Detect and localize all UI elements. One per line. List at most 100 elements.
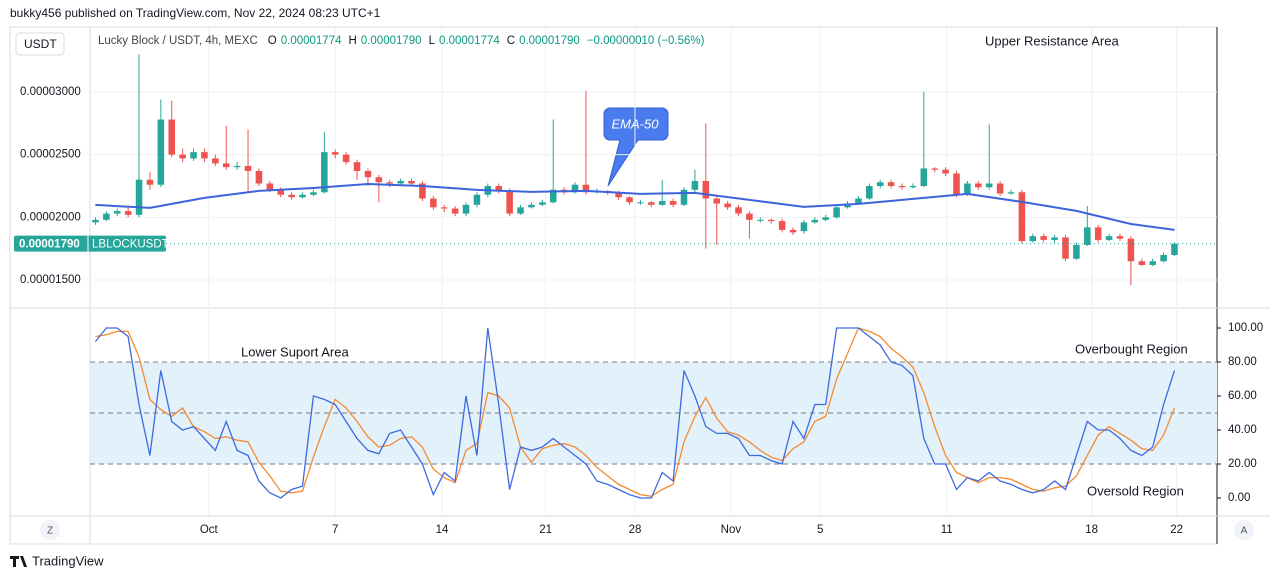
candle-body	[920, 168, 928, 186]
candle-body	[255, 170, 263, 184]
candle-body	[855, 198, 862, 204]
currency[interactable]: USDT	[24, 37, 57, 51]
candle-body	[1084, 227, 1091, 245]
candle-body	[964, 183, 971, 195]
candle-body	[811, 219, 819, 223]
legend-key: C	[506, 35, 516, 47]
candle-body	[528, 204, 535, 208]
candle-body	[1105, 236, 1113, 240]
candle-body	[953, 173, 960, 195]
candle-body	[1029, 236, 1037, 242]
candle-body	[702, 180, 710, 199]
candle-body	[113, 211, 121, 214]
candle-body	[397, 180, 404, 184]
candle-body	[440, 207, 448, 209]
candle-body	[887, 182, 895, 186]
candle-body	[658, 201, 666, 205]
candle-body	[571, 184, 579, 193]
candle-body	[92, 219, 99, 223]
candle-body	[408, 180, 415, 184]
y-tick-label: 100.00	[1228, 322, 1263, 334]
callout	[603, 107, 669, 187]
candle-body	[1073, 244, 1080, 259]
candle-body	[495, 185, 502, 192]
candle-body	[124, 211, 132, 215]
candle-body	[931, 168, 938, 170]
candle-body	[724, 203, 731, 208]
candle-body	[822, 217, 829, 220]
candle-body	[615, 192, 622, 198]
candle-body	[1062, 237, 1069, 259]
candle-body	[1051, 237, 1058, 240]
candle-body	[168, 119, 176, 155]
series-line	[95, 327, 1176, 497]
legend-change: −0.00000010 (−0.56%)	[586, 35, 705, 47]
button[interactable]	[40, 520, 60, 540]
candle-body	[430, 198, 437, 208]
button-label[interactable]: A	[1241, 526, 1248, 537]
logo	[10, 556, 27, 567]
candle-body	[146, 179, 154, 185]
annotation: Overbought Region	[1075, 341, 1188, 356]
symbol-label: LBLOCKUSDT	[92, 239, 169, 251]
button-label[interactable]: Z	[47, 526, 53, 537]
candle-body	[244, 165, 252, 171]
candle-body	[331, 152, 339, 155]
legend: Lucky Block / USDT, 4h, MEXC O 0.00001774 H…	[98, 35, 707, 47]
candle-body	[1171, 243, 1178, 255]
candle-body	[517, 207, 524, 214]
currency-box[interactable]	[15, 32, 65, 56]
legend-value: 0.00001774	[280, 35, 342, 47]
candle-body	[222, 163, 230, 168]
candle-body	[310, 192, 317, 195]
last-price-label: 0.00001790	[19, 239, 80, 251]
y-tick-label: 0.00002000	[20, 211, 81, 223]
y-tick-label: 0.00003000	[20, 86, 81, 98]
candle-body	[419, 183, 426, 199]
candle-body	[637, 202, 644, 204]
candle-body	[767, 219, 775, 222]
candle-body	[201, 152, 208, 159]
annotation: Oversold Region	[1087, 483, 1184, 498]
candle-body	[1094, 227, 1102, 240]
candle-body	[669, 201, 677, 205]
legend-symbol: Lucky Block / USDT, 4h, MEXC	[98, 35, 258, 47]
legend-value: 0.00001774	[438, 35, 500, 47]
candle-body	[680, 189, 688, 205]
x-tick-label: Nov	[721, 524, 742, 536]
x-tick-label: 21	[539, 524, 552, 536]
candle-body	[299, 194, 306, 198]
x-tick-label: 22	[1170, 524, 1183, 536]
candle-body	[353, 162, 361, 171]
x-tick-label: Oct	[200, 524, 219, 536]
candle-body	[1160, 254, 1167, 262]
candle-body	[1127, 238, 1135, 262]
x-tick-label: 5	[817, 524, 823, 536]
candle-body	[103, 213, 110, 220]
candle-body	[462, 204, 470, 214]
plot-area: Oct 7 14 21 28 Nov 5 11 18 22 0.00001500 0.00002000…	[14, 28, 1263, 536]
y-tick-label: 0.00	[1228, 492, 1250, 504]
candle-body	[451, 208, 459, 214]
candle-body	[691, 180, 699, 190]
candle-body	[985, 183, 993, 188]
frame	[9, 26, 1218, 545]
candle-body	[866, 185, 873, 199]
candle-body	[1040, 236, 1047, 240]
legend-key: H	[348, 35, 357, 47]
candle-body	[648, 202, 655, 205]
candle-body	[277, 189, 285, 195]
y-tick-label: 0.00001500	[20, 274, 81, 286]
button[interactable]	[1234, 520, 1254, 540]
candle-body	[233, 165, 241, 168]
candle-body	[746, 213, 753, 220]
y-tick-label: 40.00	[1228, 424, 1257, 436]
x-tick-label: 18	[1085, 524, 1098, 536]
candle-body	[626, 197, 633, 203]
candle-body	[833, 207, 840, 218]
candle-body	[909, 185, 917, 188]
candle-body	[1018, 192, 1026, 242]
candle-body	[778, 221, 786, 230]
x-tick-label: 28	[629, 524, 642, 536]
